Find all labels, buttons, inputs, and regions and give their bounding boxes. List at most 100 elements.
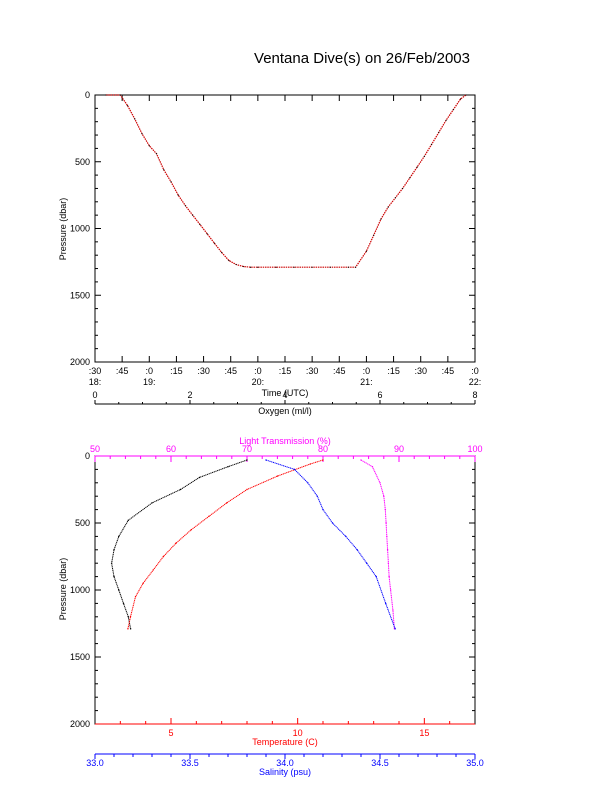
dive-pressure-point <box>275 266 277 268</box>
temperature-profile-point <box>208 515 210 517</box>
salinity-tick-label: 35.0 <box>466 758 484 768</box>
light-transmission-profile-point <box>383 495 385 497</box>
temperature-profile-point <box>162 555 165 558</box>
oxygen-profile-point <box>198 476 201 479</box>
top-x-hour-label: 22: <box>469 377 482 387</box>
dive-pressure-point <box>119 94 121 96</box>
top-x-tick-label: :30 <box>306 366 319 376</box>
salinity-profile-point <box>366 562 368 564</box>
dive-pressure-point <box>170 181 172 183</box>
dive-pressure-point <box>452 109 454 111</box>
oxygen-profile-point <box>129 628 132 630</box>
salinity-axis-label: Salinity (psu) <box>259 767 311 777</box>
top-y-tick-label: 500 <box>75 157 90 167</box>
dive-pressure-point <box>416 166 418 168</box>
bottom-y-tick-label: 2000 <box>70 719 90 729</box>
dive-pressure-point <box>380 218 382 220</box>
light-transmission-profile-point <box>384 508 387 511</box>
bottom-y-tick-label: 0 <box>85 451 90 461</box>
top-y-tick-label: 2000 <box>70 357 90 367</box>
dive-pressure-point <box>438 131 440 133</box>
temperature-profile-point <box>322 459 324 461</box>
salinity-profile-point <box>307 482 309 484</box>
top-x-tick-label: :15 <box>279 366 292 376</box>
oxygen-tick-label: 2 <box>187 390 192 400</box>
salinity-profile-point <box>375 575 377 578</box>
bottom-y-tick-label: 500 <box>75 518 90 528</box>
dive-pressure-point <box>373 234 375 236</box>
temperature-profile-point <box>309 463 312 465</box>
top-x-hour-label: 20: <box>252 377 265 387</box>
top-x-tick-label: :45 <box>333 366 346 376</box>
temperature-profile-point <box>127 628 129 630</box>
dive-pressure-point <box>409 177 411 179</box>
light-transmission-profile-point <box>379 482 381 484</box>
temperature-profile-point <box>142 582 144 584</box>
top-x-tick-label: :0 <box>254 366 262 376</box>
oxygen-tick-label: 0 <box>92 390 97 400</box>
dive-pressure-point <box>250 266 252 268</box>
salinity-profile-point <box>356 549 358 551</box>
salinity-profile-point <box>385 602 387 605</box>
salinity-tick-label: 33.0 <box>86 758 104 768</box>
dive-pressure-point <box>221 251 223 254</box>
temperature-profile-point <box>246 488 248 491</box>
dive-pressure-point <box>126 105 129 107</box>
salinity-profile-point <box>345 535 347 538</box>
dive-pressure-point <box>329 266 331 268</box>
oxygen-profile-point <box>113 549 115 551</box>
dive-pressure-point <box>311 266 313 268</box>
oxygen-profile-point <box>127 616 129 618</box>
salinity-profile-line <box>265 459 396 630</box>
oxygen-axis-label: Oxygen (ml/l) <box>258 406 312 416</box>
salinity-tick-label: 34.0 <box>276 758 294 768</box>
dive-pressure-point <box>387 206 389 208</box>
light-transmission-profile-point <box>385 522 387 524</box>
salinity-profile-point <box>265 459 267 461</box>
oxygen-profile-point <box>246 459 248 461</box>
dive-pressure-point <box>445 119 447 121</box>
light-transmission-profile-point <box>371 466 374 468</box>
dive-pressure-point <box>465 94 467 96</box>
dive-pressure-point <box>293 266 295 268</box>
dive-pressure-point <box>402 187 404 190</box>
dive-pressure-point <box>228 259 230 262</box>
top-x-tick-label: :30 <box>197 366 210 376</box>
oxygen-profile-point <box>227 466 229 468</box>
dive-pressure-point <box>423 155 425 158</box>
top-x-tick-label: :15 <box>170 366 183 376</box>
oxygen-tick-label: 8 <box>472 390 477 400</box>
oxygen-profile-point <box>179 488 182 491</box>
top-x-tick-label: :45 <box>224 366 237 376</box>
dive-pressure-point <box>199 223 201 226</box>
top-x-tick-label: :0 <box>146 366 154 376</box>
light-transmission-tick-label: 100 <box>467 444 482 454</box>
dive-pressure-point <box>459 98 462 100</box>
top-x-hour-label: 18: <box>89 377 102 387</box>
dive-pressure-point <box>105 94 107 96</box>
figure-title: Ventana Dive(s) on 26/Feb/2003 <box>254 50 470 67</box>
dive-pressure-point <box>257 266 259 268</box>
top-y-tick-label: 1500 <box>70 290 90 300</box>
top-x-tick-label: :30 <box>414 366 427 376</box>
oxygen-profile-point <box>127 519 129 522</box>
oxygen-profile-point <box>118 535 120 538</box>
light-transmission-tick-label: 50 <box>90 444 100 454</box>
top-x-hour-label: 19: <box>143 377 156 387</box>
temperature-profile-point <box>276 475 279 477</box>
top-x-tick-label: :0 <box>363 366 371 376</box>
dive-pressure-point <box>155 153 158 155</box>
oxygen-profile-point <box>110 562 113 564</box>
salinity-tick-label: 33.5 <box>181 758 199 768</box>
top-x-tick-label: :45 <box>116 366 129 376</box>
light-transmission-profile-point <box>388 575 390 578</box>
temperature-profile-point <box>190 529 192 531</box>
top-y-tick-label: 0 <box>85 90 90 100</box>
dive-pressure-point <box>365 250 368 252</box>
dive-pressure-point <box>213 242 216 244</box>
light-transmission-profile-point <box>386 549 389 551</box>
dive-pressure-point <box>235 263 237 266</box>
temperature-profile-point <box>134 596 137 598</box>
bottom-y-tick-label: 1500 <box>70 652 90 662</box>
